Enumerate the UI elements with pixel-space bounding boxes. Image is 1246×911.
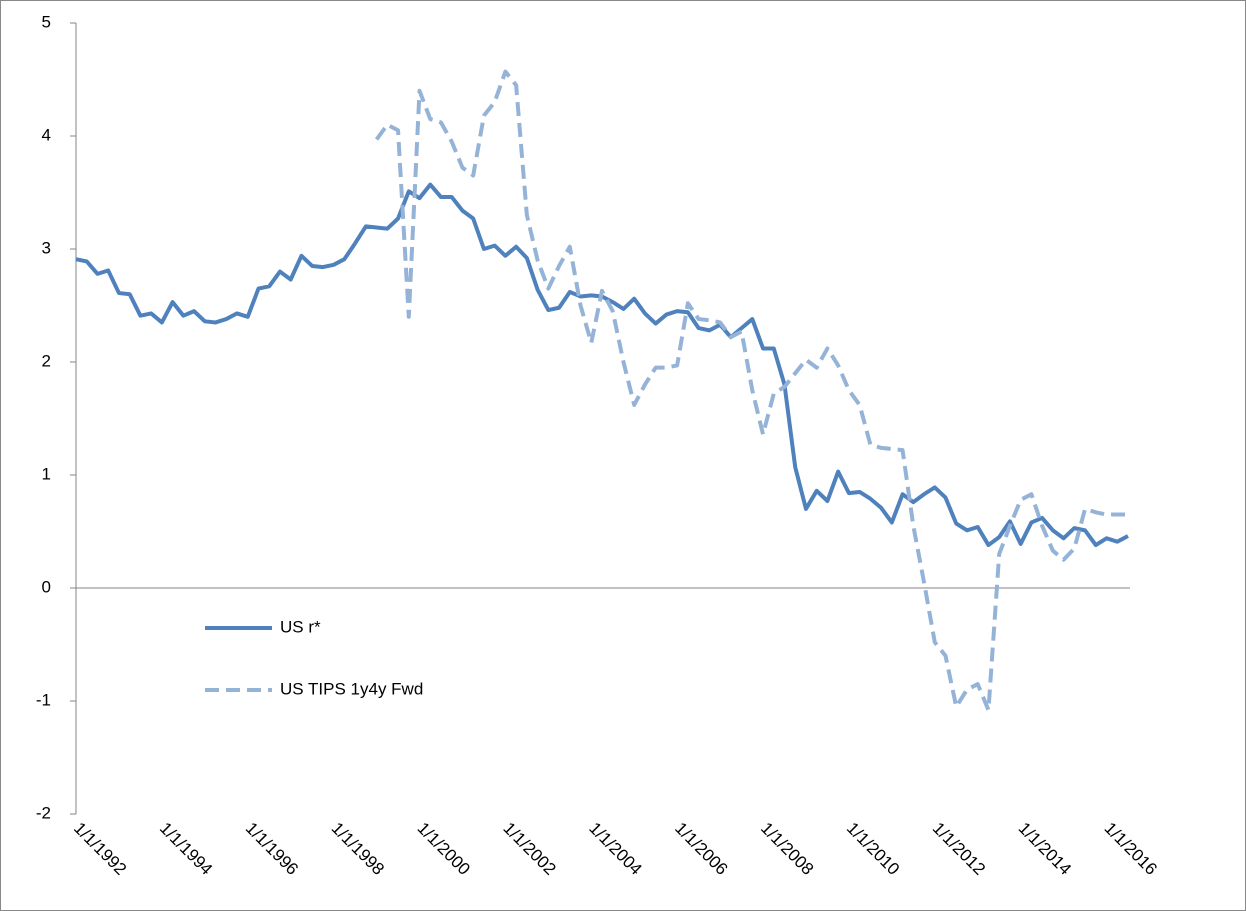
legend-label: US TIPS 1y4y Fwd [280, 679, 423, 698]
y-tick-label: 2 [42, 351, 51, 370]
y-tick-label: 1 [42, 464, 51, 483]
y-tick-label: -2 [36, 803, 51, 822]
y-tick-label: 3 [42, 238, 51, 257]
y-tick-label: -1 [36, 690, 51, 709]
y-tick-label: 0 [42, 577, 51, 596]
y-tick-label: 5 [42, 12, 51, 31]
series-line [374, 69, 1128, 713]
y-tick-label: 4 [42, 125, 51, 144]
legend-label: US r* [280, 617, 321, 636]
